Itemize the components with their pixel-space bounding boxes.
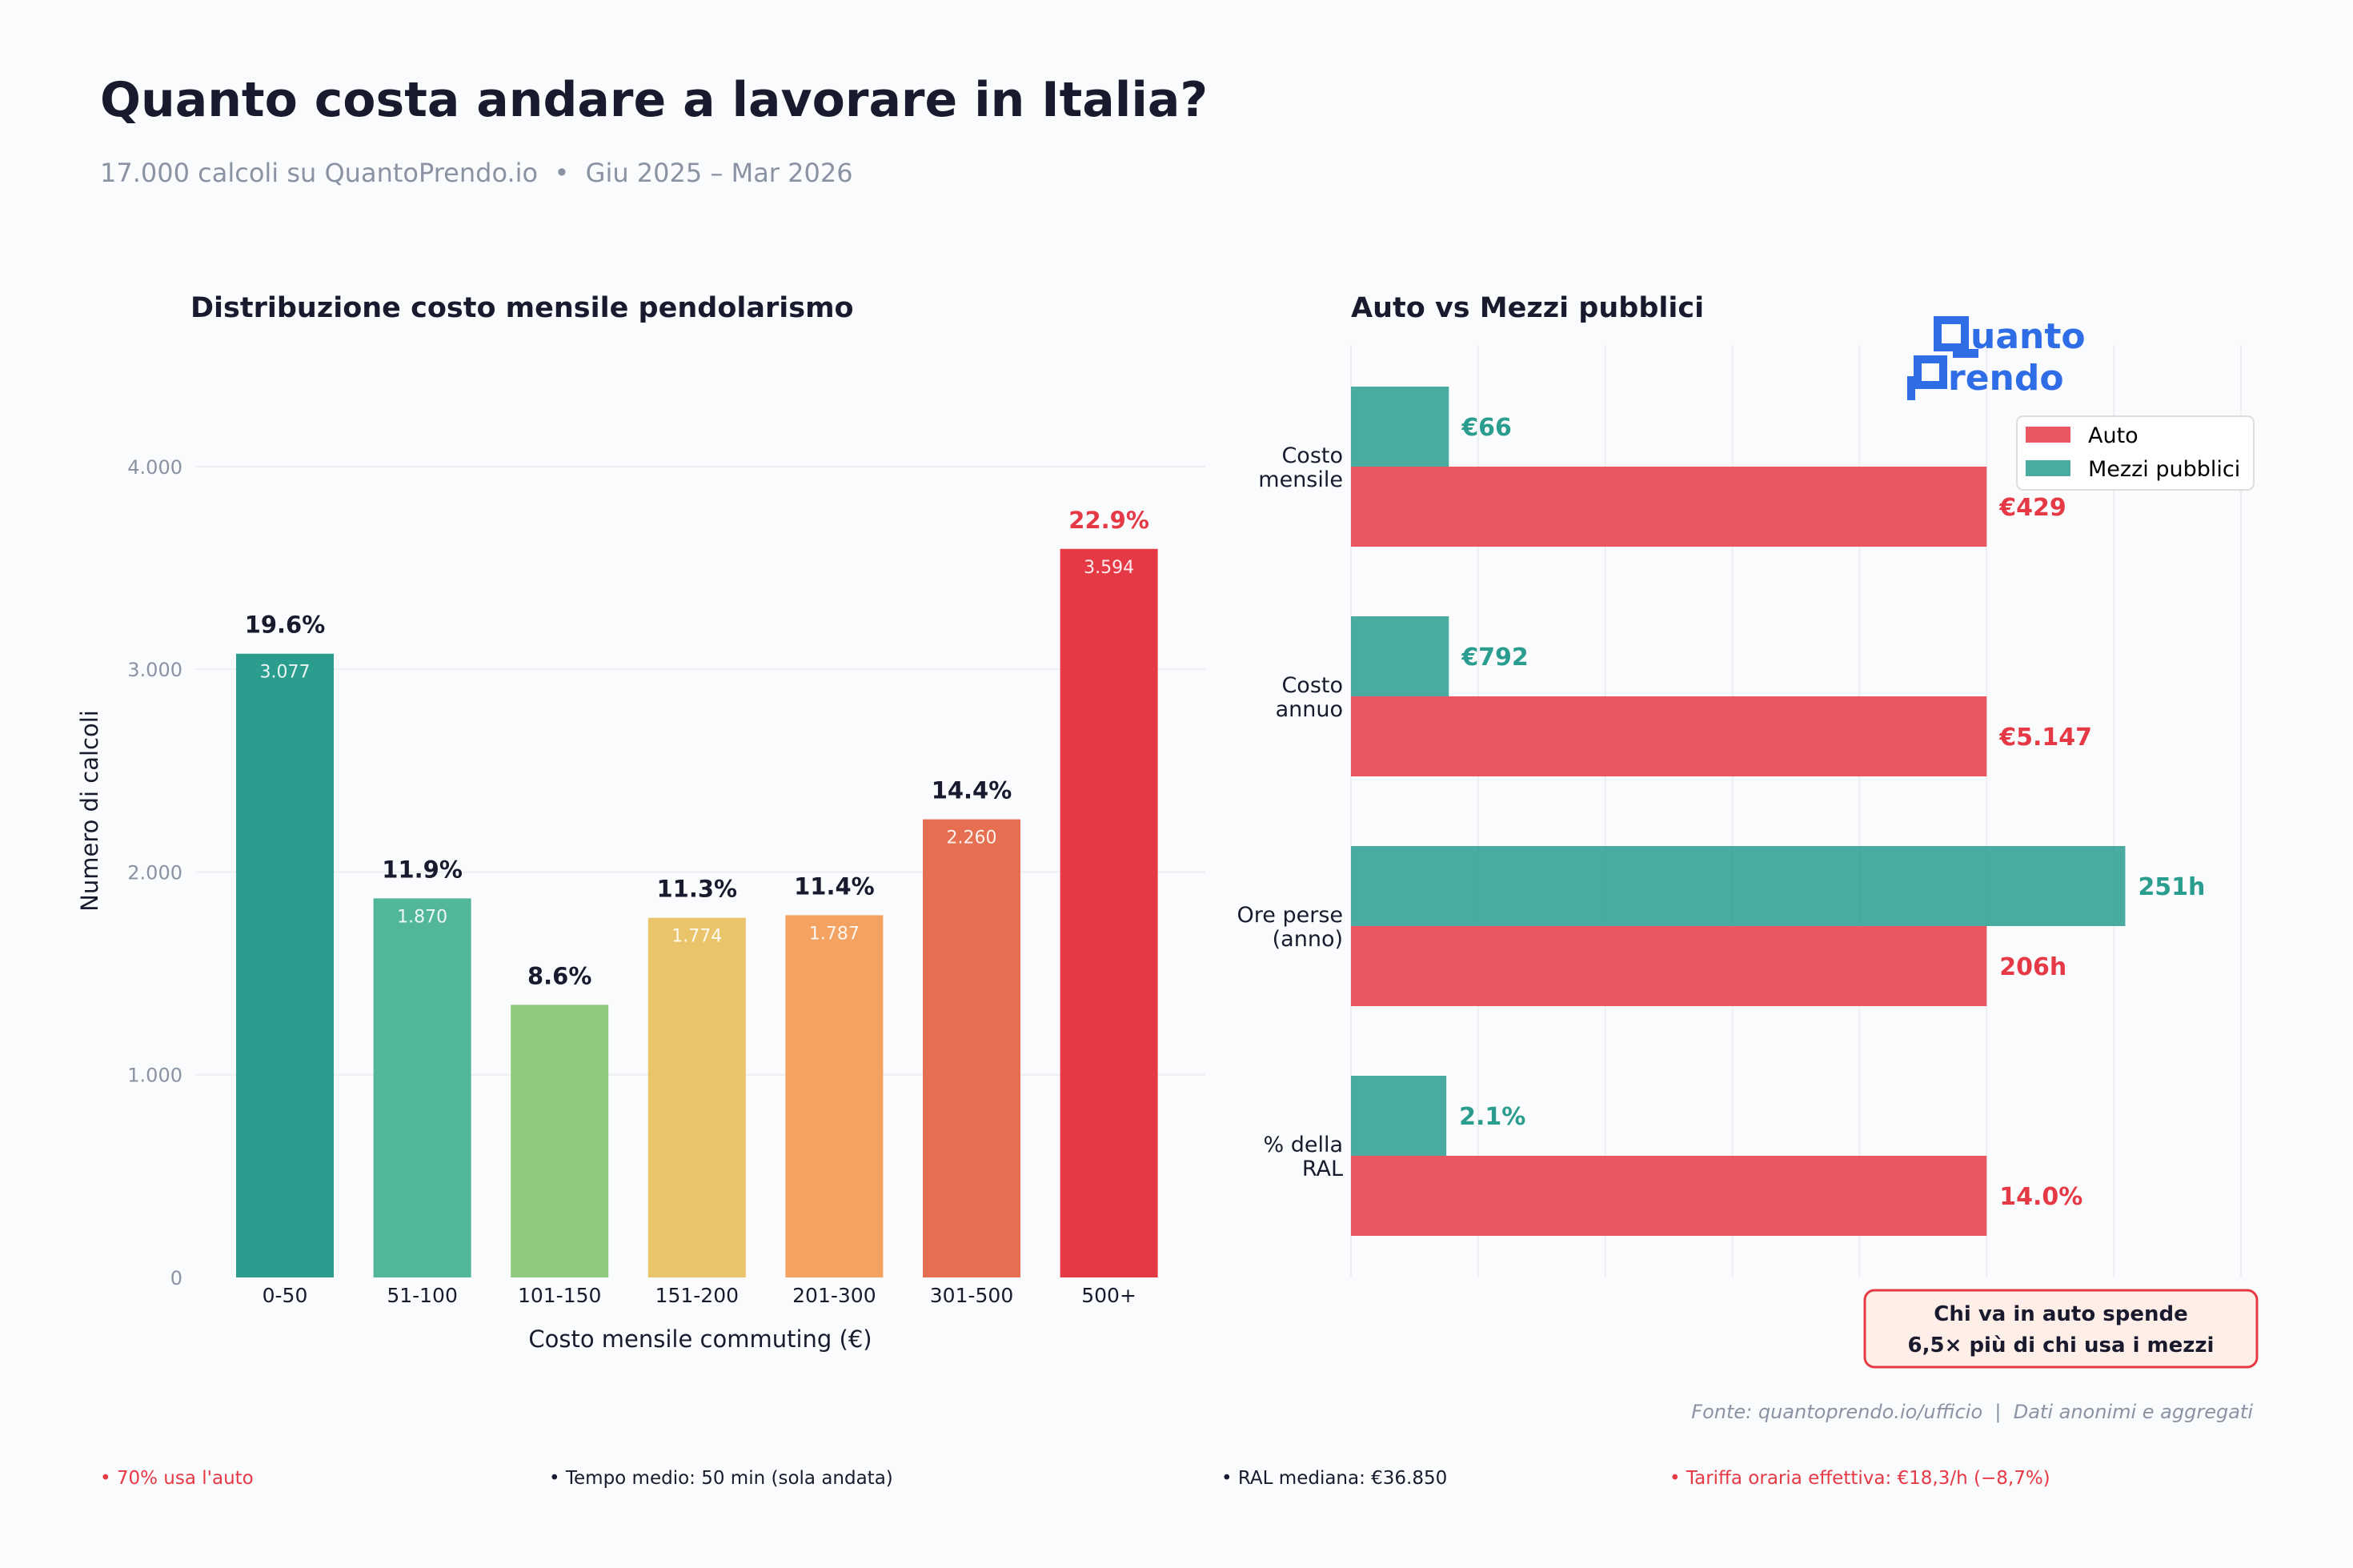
logo-text-quanto: uanto [1970, 316, 2086, 357]
bar-percent-label: 19.6% [245, 612, 326, 639]
x-tick-label: 101-150 [518, 1284, 601, 1307]
category-label: (anno) [1273, 927, 1343, 952]
histogram-chart: Distribuzione costo mensile pendolarismo… [76, 292, 1205, 1353]
value-label-auto: €429 [1998, 494, 2066, 522]
right-chart-title: Auto vs Mezzi pubblici [1351, 292, 1704, 324]
bar-percent-label: 11.3% [656, 876, 737, 903]
value-label-auto: 14.0% [1999, 1183, 2082, 1211]
comparison-chart: Auto vs Mezzi pubblici Costomensile€66€4… [1237, 292, 2259, 1369]
legend-swatch-auto [2026, 427, 2070, 443]
annotation-line1: Chi va in auto spende [1934, 1302, 2187, 1326]
bar-count-label: 3.077 [260, 663, 311, 683]
bar-201-300 [785, 915, 884, 1277]
footer-stat: • RAL mediana: €36.850 [1221, 1468, 1447, 1489]
value-label-mezzi: 251h [2138, 873, 2205, 901]
bar-count-label: 1.787 [809, 924, 860, 944]
value-label-mezzi: €66 [1461, 414, 1512, 442]
source-note: Fonte: quantoprendo.io/ufficio | Dati an… [1691, 1401, 2253, 1423]
value-label-mezzi: €792 [1461, 644, 1529, 672]
bar-301-500 [923, 819, 1020, 1277]
bar-51-100 [373, 898, 471, 1277]
category-label: annuo [1276, 697, 1343, 722]
bar-percent-label: 11.4% [794, 872, 875, 900]
bar-auto [1351, 926, 1987, 1006]
category-label: mensile [1258, 467, 1343, 492]
bar-auto [1351, 696, 1987, 776]
annotation-line2: 6,5× più di chi usa i mezzi [1908, 1333, 2215, 1357]
bar-auto [1351, 1156, 1987, 1236]
category-label: Costo [1281, 443, 1343, 468]
annotation-box [1863, 1289, 2259, 1369]
bar-count-label: 2.260 [947, 828, 997, 848]
quantoprendo-logo: uanto rendo [1907, 316, 2086, 400]
bar-mezzi-pubblici [1351, 846, 2126, 926]
left-y-axis-label: Numero di calcoli [76, 710, 103, 912]
bar-151-200 [647, 917, 746, 1277]
bar-101-150 [511, 1005, 609, 1277]
x-tick-label: 201-300 [792, 1284, 876, 1307]
footer-stat: • Tariffa oraria effettiva: €18,3/h (−8,… [1670, 1468, 2050, 1489]
bar-count-label: 1.774 [671, 927, 722, 947]
logo-text-prendo: rendo [1948, 358, 2064, 399]
legend-box [2016, 415, 2255, 491]
bar-0-50 [236, 653, 334, 1277]
footer-stat: • Tempo medio: 50 min (sola andata) [549, 1468, 893, 1489]
bar-auto [1351, 467, 1987, 547]
bar-percent-label: 11.9% [382, 856, 463, 883]
left-chart-title: Distribuzione costo mensile pendolarismo [190, 292, 854, 324]
bar-count-label: 1.870 [397, 907, 447, 927]
category-label: RAL [1302, 1157, 1343, 1181]
y-tick-label: 1.000 [127, 1065, 182, 1087]
bar-percent-label: 14.4% [932, 777, 1012, 804]
bar-count-label: 3.594 [1084, 558, 1134, 578]
category-label: Ore perse [1237, 903, 1343, 928]
value-label-mezzi: 2.1% [1459, 1103, 1525, 1131]
category-label: % della [1263, 1133, 1343, 1157]
left-x-axis-label: Costo mensile commuting (€) [528, 1325, 872, 1353]
category-label: Costo [1281, 673, 1343, 698]
y-tick-label: 3.000 [127, 659, 182, 681]
bar-mezzi-pubblici [1351, 1076, 1447, 1156]
page-title: Quanto costa andare a lavorare in Italia… [100, 72, 1208, 128]
legend-label: Auto [2088, 423, 2139, 448]
x-tick-label: 151-200 [655, 1284, 739, 1307]
footer-stats: • 70% usa l'auto • Tempo medio: 50 min (s… [100, 1468, 2050, 1489]
bar-percent-label: 22.9% [1068, 507, 1149, 534]
page-subtitle: 17.000 calcoli su QuantoPrendo.io • Giu … [100, 158, 853, 188]
legend-swatch-mezzi-pubblici [2026, 460, 2070, 476]
value-label-auto: 206h [1999, 953, 2066, 981]
value-label-auto: €5.147 [1998, 724, 2092, 752]
y-tick-label: 0 [170, 1267, 182, 1289]
x-tick-label: 500+ [1081, 1284, 1136, 1307]
y-tick-label: 2.000 [127, 861, 182, 884]
x-tick-label: 0-50 [263, 1284, 308, 1307]
x-tick-label: 51-100 [387, 1284, 458, 1307]
bar-percent-label: 8.6% [527, 962, 591, 989]
bar-mezzi-pubblici [1351, 387, 1449, 467]
legend: Auto Mezzi pubblici [2016, 415, 2255, 491]
bar-500+ [1060, 548, 1158, 1277]
bar-mezzi-pubblici [1351, 616, 1449, 696]
footer-stat: • 70% usa l'auto [100, 1468, 254, 1489]
legend-label: Mezzi pubblici [2088, 457, 2240, 482]
y-tick-label: 4.000 [127, 456, 182, 479]
x-tick-label: 301-500 [930, 1284, 1013, 1307]
